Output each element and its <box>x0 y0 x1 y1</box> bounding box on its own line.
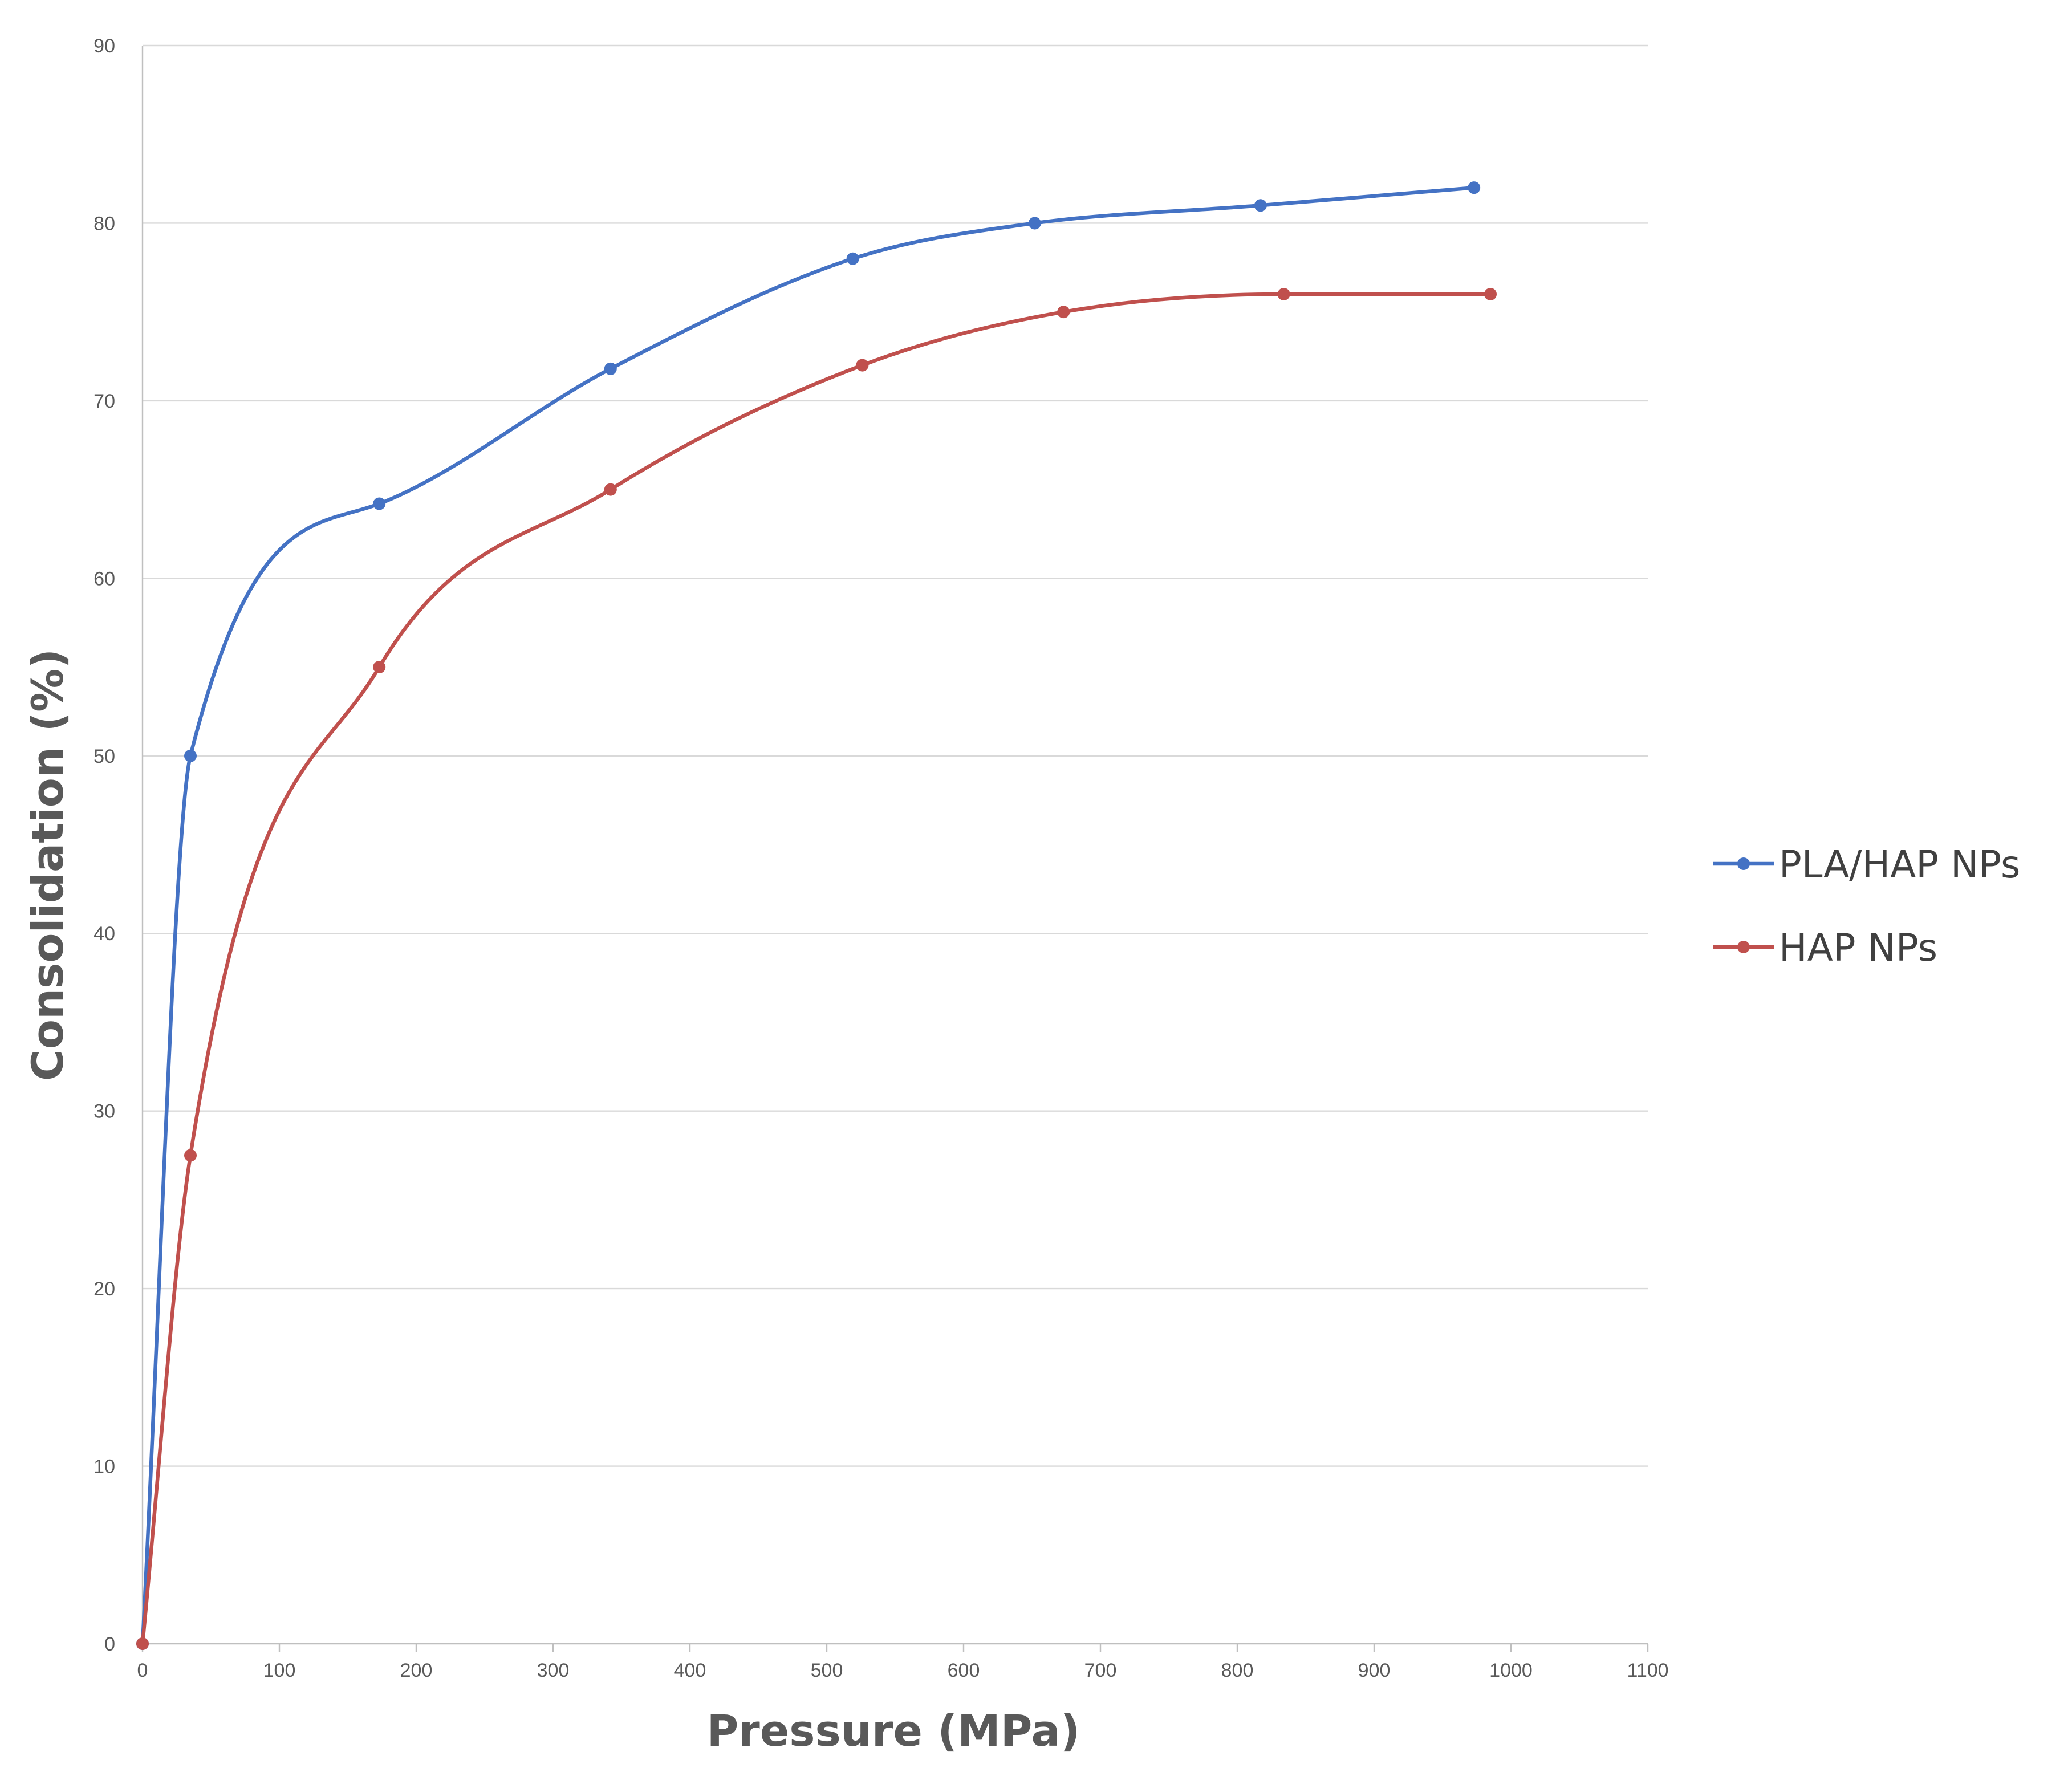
y-tick-label-50: 50 <box>94 746 115 767</box>
data-point-hap-nps-6 <box>1277 288 1290 301</box>
x-tick-label-100: 100 <box>263 1660 296 1681</box>
x-tick-label-300: 300 <box>537 1660 570 1681</box>
data-point-pla-hap-nps-5 <box>1028 217 1041 230</box>
x-tick-label-1000: 1000 <box>1489 1660 1533 1681</box>
data-point-pla-hap-nps-3 <box>604 362 617 375</box>
data-point-hap-nps-3 <box>604 483 617 496</box>
y-tick-label-0: 0 <box>104 1633 115 1655</box>
legend-item-pla-hap-nps: PLA/HAP NPs <box>1713 843 2020 887</box>
data-point-hap-nps-0 <box>136 1637 149 1650</box>
data-point-pla-hap-nps-6 <box>1254 199 1267 212</box>
y-tick-label-60: 60 <box>94 568 115 590</box>
y-tick-label-30: 30 <box>94 1101 115 1123</box>
x-tick-label-700: 700 <box>1084 1660 1117 1681</box>
x-axis-title: Pressure (MPa) <box>707 1705 1080 1756</box>
x-tick-labels: 0 100 200 300 400 500 600 700 800 900 1000 1100 <box>137 1660 1669 1681</box>
legend-item-hap-nps: HAP NPs <box>1713 926 1937 970</box>
x-tick-label-1100: 1100 <box>1627 1660 1668 1681</box>
gridlines <box>143 44 1648 1467</box>
data-point-hap-nps-2 <box>373 661 386 674</box>
x-tick-label-800: 800 <box>1221 1660 1254 1681</box>
data-point-hap-nps-4 <box>856 359 869 372</box>
data-point-hap-nps-7 <box>1484 288 1497 301</box>
data-point-pla-hap-nps-4 <box>846 252 859 265</box>
legend-swatch-marker-pla-hap-nps <box>1737 857 1750 870</box>
y-tick-label-40: 40 <box>94 923 115 945</box>
y-tick-labels: 0 10 20 30 40 50 60 70 80 90 <box>94 35 115 1655</box>
x-tick-label-0: 0 <box>137 1660 148 1681</box>
data-point-hap-nps-5 <box>1057 306 1070 319</box>
data-point-pla-hap-nps-7 <box>1468 181 1481 194</box>
y-tick-label-20: 20 <box>94 1278 115 1300</box>
x-tick-label-600: 600 <box>948 1660 980 1681</box>
x-tick-label-900: 900 <box>1358 1660 1391 1681</box>
data-point-pla-hap-nps-2 <box>373 497 386 510</box>
series-pla-hap-nps <box>136 181 1481 1650</box>
y-axis-title: Consolidation (%) <box>22 649 73 1081</box>
axes <box>141 46 1649 1652</box>
legend: PLA/HAP NPs HAP NPs <box>1713 843 2020 970</box>
series-hap-nps <box>136 288 1497 1650</box>
series-line-pla-hap-nps <box>140 185 1476 1646</box>
x-tick-label-500: 500 <box>811 1660 843 1681</box>
y-tick-label-80: 80 <box>94 213 115 234</box>
y-tick-label-90: 90 <box>94 35 115 57</box>
series-line-hap-nps <box>140 292 1493 1646</box>
legend-swatch-marker-hap-nps <box>1737 941 1750 953</box>
x-tick-label-400: 400 <box>674 1660 706 1681</box>
y-tick-label-70: 70 <box>94 391 115 412</box>
legend-label-hap-nps: HAP NPs <box>1779 926 1937 970</box>
legend-label-pla-hap-nps: PLA/HAP NPs <box>1779 843 2020 887</box>
x-tick-label-200: 200 <box>400 1660 433 1681</box>
data-point-hap-nps-1 <box>184 1149 197 1162</box>
plot-series <box>136 181 1497 1650</box>
y-tick-label-10: 10 <box>94 1456 115 1478</box>
data-point-pla-hap-nps-1 <box>184 749 197 762</box>
